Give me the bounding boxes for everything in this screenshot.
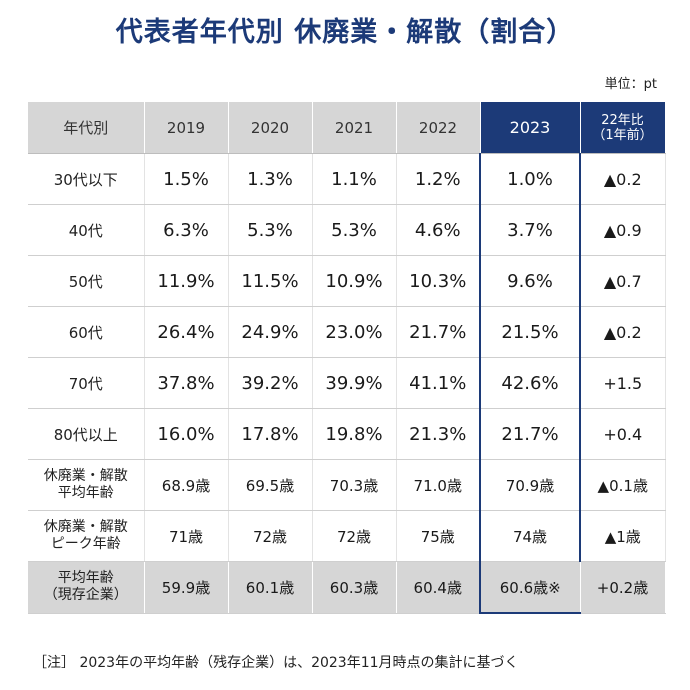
value-cell: 21.7%	[396, 306, 481, 358]
row-label-line: 休廃業・解散	[43, 468, 128, 484]
header-2021: 2021	[312, 102, 397, 154]
change-cell: +0.2歳	[580, 561, 666, 614]
value-cell: 5.3%	[312, 204, 397, 256]
value-cell: 21.7%	[479, 408, 581, 460]
table-row: 平均年齢 （現存企業） 59.9歳 60.1歳 60.3歳 60.4歳 60.6歳※ +0.2…	[28, 561, 666, 614]
row-label: 80代以上	[28, 408, 145, 460]
row-label-line: 休廃業・解散	[43, 519, 128, 535]
value-cell: 4.6%	[396, 204, 481, 256]
table-row: 40代 6.3% 5.3% 5.3% 4.6% 3.7% ▲0.9	[28, 204, 666, 256]
value-cell: 71.0歳	[396, 459, 481, 511]
value-cell: 5.3%	[228, 204, 313, 256]
value-cell: 26.4%	[144, 306, 229, 358]
value-cell: 74歳	[479, 510, 581, 562]
value-cell: 69.5歳	[228, 459, 313, 511]
value-cell: 1.3%	[228, 153, 313, 205]
value-cell: 9.6%	[479, 255, 581, 307]
value-cell: 60.4歳	[396, 561, 481, 614]
value-cell: 72歳	[312, 510, 397, 562]
table-row: 休廃業・解散 平均年齢 68.9歳 69.5歳 70.3歳 71.0歳 70.9歳 ▲0.1歳	[28, 459, 666, 511]
row-label-line: ピーク年齢	[50, 536, 121, 552]
change-cell: +0.4	[580, 408, 666, 460]
value-cell: 1.2%	[396, 153, 481, 205]
value-cell: 75歳	[396, 510, 481, 562]
table-row: 80代以上 16.0% 17.8% 19.8% 21.3% 21.7% +0.4	[28, 408, 666, 460]
value-cell: 1.5%	[144, 153, 229, 205]
value-cell: 60.6歳※	[479, 561, 581, 614]
value-cell: 19.8%	[312, 408, 397, 460]
table-row: 休廃業・解散 ピーク年齢 71歳 72歳 72歳 75歳 74歳 ▲1歳	[28, 510, 666, 562]
header-2023: 2023	[480, 102, 581, 154]
value-cell: 70.9歳	[479, 459, 581, 511]
header-change: 22年比 （1年前）	[580, 102, 666, 154]
header-change-line1: 22年比	[601, 112, 644, 128]
row-label: 70代	[28, 357, 145, 409]
value-cell: 24.9%	[228, 306, 313, 358]
change-cell: ▲0.1歳	[580, 459, 666, 511]
header-2020: 2020	[228, 102, 313, 154]
row-label-line: 70代	[68, 374, 103, 393]
footnote: ［注］ 2023年の平均年齢（残存企業）は、2023年11月時点の集計に基づく	[33, 655, 519, 671]
value-cell: 23.0%	[312, 306, 397, 358]
change-cell: ▲1歳	[580, 510, 666, 562]
change-cell: +1.5	[580, 357, 666, 409]
row-label-line: 60代	[68, 323, 103, 342]
value-cell: 68.9歳	[144, 459, 229, 511]
chart-title: 代表者年代別 休廃業・解散（割合）	[115, 17, 575, 48]
row-label-line: 40代	[68, 221, 103, 240]
row-label: 平均年齢 （現存企業）	[28, 561, 145, 614]
value-cell: 10.9%	[312, 255, 397, 307]
row-label-line: 平均年齢	[57, 485, 114, 501]
row-label: 休廃業・解散 平均年齢	[28, 459, 145, 511]
change-cell: ▲0.2	[580, 153, 666, 205]
value-cell: 42.6%	[479, 357, 581, 409]
value-cell: 39.9%	[312, 357, 397, 409]
value-cell: 17.8%	[228, 408, 313, 460]
value-cell: 21.5%	[479, 306, 581, 358]
row-label-line: 80代以上	[53, 425, 118, 444]
data-table: 年代別 2019 2020 2021 2022 2023 22年比 （1年前） 3…	[28, 102, 666, 614]
value-cell: 6.3%	[144, 204, 229, 256]
row-label: 30代以下	[28, 153, 145, 205]
value-cell: 3.7%	[479, 204, 581, 256]
header-2019: 2019	[144, 102, 229, 154]
value-cell: 21.3%	[396, 408, 481, 460]
value-cell: 41.1%	[396, 357, 481, 409]
row-label: 休廃業・解散 ピーク年齢	[28, 510, 145, 562]
row-label: 40代	[28, 204, 145, 256]
header-2022: 2022	[396, 102, 481, 154]
row-label-line: 30代以下	[53, 170, 118, 189]
row-label: 50代	[28, 255, 145, 307]
row-label-line: 50代	[68, 272, 103, 291]
header-change-line2: （1年前）	[592, 127, 653, 143]
value-cell: 39.2%	[228, 357, 313, 409]
header-age-group: 年代別	[28, 102, 145, 154]
value-cell: 1.0%	[479, 153, 581, 205]
value-cell: 11.9%	[144, 255, 229, 307]
row-label-line: （現存企業）	[43, 587, 128, 604]
row-label-line: 平均年齢	[57, 570, 114, 587]
value-cell: 60.1歳	[228, 561, 313, 614]
table-row: 70代 37.8% 39.2% 39.9% 41.1% 42.6% +1.5	[28, 357, 666, 409]
unit-label: 単位：pt	[604, 77, 657, 92]
change-cell: ▲0.2	[580, 306, 666, 358]
table-row: 50代 11.9% 11.5% 10.9% 10.3% 9.6% ▲0.7	[28, 255, 666, 307]
table-row: 60代 26.4% 24.9% 23.0% 21.7% 21.5% ▲0.2	[28, 306, 666, 358]
value-cell: 16.0%	[144, 408, 229, 460]
change-cell: ▲0.7	[580, 255, 666, 307]
row-label: 60代	[28, 306, 145, 358]
value-cell: 59.9歳	[144, 561, 229, 614]
value-cell: 10.3%	[396, 255, 481, 307]
table-row: 30代以下 1.5% 1.3% 1.1% 1.2% 1.0% ▲0.2	[28, 153, 666, 205]
value-cell: 60.3歳	[312, 561, 397, 614]
value-cell: 70.3歳	[312, 459, 397, 511]
value-cell: 37.8%	[144, 357, 229, 409]
value-cell: 71歳	[144, 510, 229, 562]
header-row: 年代別 2019 2020 2021 2022 2023 22年比 （1年前）	[28, 102, 666, 154]
change-cell: ▲0.9	[580, 204, 666, 256]
value-cell: 72歳	[228, 510, 313, 562]
value-cell: 11.5%	[228, 255, 313, 307]
value-cell: 1.1%	[312, 153, 397, 205]
